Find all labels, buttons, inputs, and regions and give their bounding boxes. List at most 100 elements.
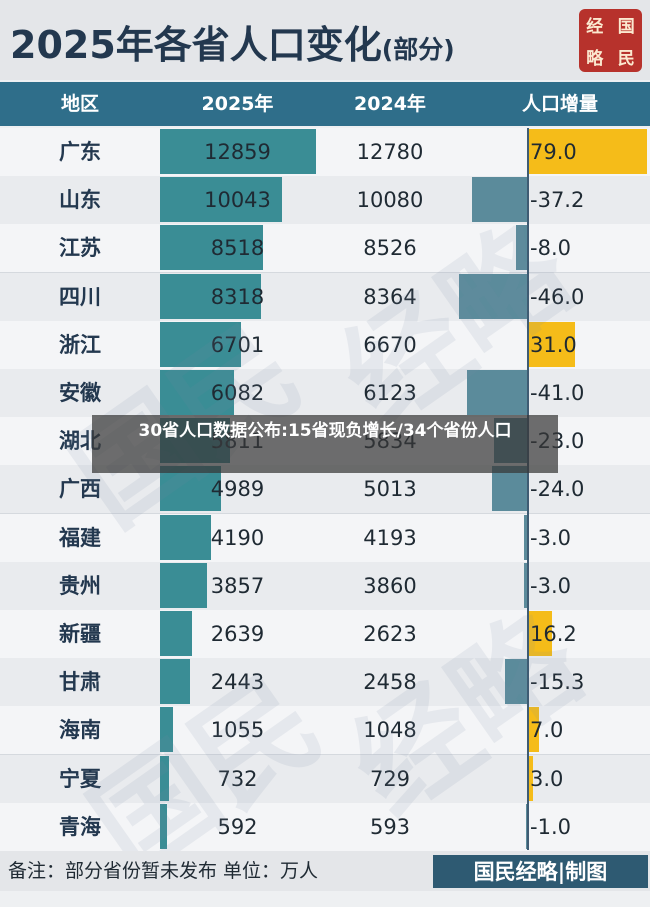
region-label: 四川 [59,284,101,309]
bar-2025 [160,755,169,801]
value-2025: 2639 [210,622,265,646]
table-row: 江苏 8518 8526 -8.0 [0,224,650,274]
bar-2025 [160,659,190,705]
seal-char: 略 [586,48,604,69]
delta-zero-axis [527,128,529,850]
delta-bar-positive [528,707,539,753]
delta-value: 3.0 [530,766,564,791]
bar-2025 [160,562,207,608]
delta-bar-negative [516,225,528,271]
value-2024: 6123 [363,381,417,405]
table-row: 甘肃 2443 2458 -15.3 [0,658,650,708]
delta-value: 79.0 [530,140,577,164]
delta-bar-positive [528,129,647,174]
value-2025: 12859 [204,140,271,164]
delta-value: -37.2 [530,188,585,213]
value-2025: 8318 [210,284,265,309]
header-2025: 2025年 [201,93,274,115]
header-2024: 2024年 [354,93,426,115]
table-row: 广东 12859 12780 79.0 [0,128,650,177]
value-2025: 592 [217,814,258,839]
value-2024: 8364 [363,284,417,309]
value-2025: 6082 [210,381,265,405]
value-2024: 5013 [363,477,417,502]
value-2024: 3860 [363,573,417,598]
title-band: 2025年各省人口变化(部分) 经 国 略 民 [0,0,650,80]
region-label: 海南 [59,718,101,743]
region-label: 贵州 [59,573,101,598]
delta-value: -24.0 [530,477,585,502]
delta-value: -8.0 [530,236,571,261]
bar-2025 [160,611,192,656]
brand-seal-logo: 经 国 略 民 [579,9,642,72]
value-2024: 593 [369,814,411,839]
value-2024: 729 [369,766,411,791]
bar-2025 [160,370,234,415]
value-2024: 10080 [356,188,424,213]
delta-bar-negative [492,466,528,512]
delta-bar-positive [528,611,553,656]
region-label: 浙江 [59,332,101,357]
bar-2025 [160,273,261,319]
value-2024: 12780 [356,140,424,164]
delta-value: 16.2 [530,622,577,646]
seal-char: 民 [617,48,635,69]
seal-char: 经 [586,17,604,38]
value-2025: 2443 [210,670,265,695]
delta-value: 31.0 [530,332,577,357]
delta-bar-negative [523,562,528,608]
value-2025: 4989 [210,477,265,502]
delta-bar-negative [472,177,528,223]
table-row: 安徽 6082 6123 -41.0 [0,369,650,418]
table-row: 四川 8318 8364 -46.0 [0,272,650,322]
region-label: 甘肃 [59,670,101,695]
value-2025: 4190 [210,525,265,550]
value-2024: 4193 [363,525,417,550]
value-2024: 6670 [363,332,417,357]
bar-2025 [160,514,211,560]
table-row: 贵州 3857 3860 -3.0 [0,561,650,611]
delta-value: 7.0 [530,718,564,743]
table-row: 山东 10043 10080 -37.2 [0,176,650,226]
title-suffix: (部分) [381,35,455,64]
region-label: 广东 [59,140,101,164]
value-2025: 3857 [210,573,265,598]
region-label: 青海 [59,814,101,839]
region-label: 广西 [59,477,101,502]
table-row: 广西 4989 5013 -24.0 [0,465,650,515]
delta-bar-negative [523,514,528,560]
region-label: 江苏 [59,236,101,261]
header-delta: 人口增量 [521,93,598,115]
delta-value: -46.0 [530,284,585,309]
region-label: 新疆 [59,622,101,646]
footer-brand: 国民经略|制图 [433,855,648,888]
delta-value: -3.0 [530,573,571,598]
table-row: 宁夏 732 729 3.0 [0,754,650,804]
header-region: 地区 [60,93,99,115]
bar-2025 [160,707,173,753]
value-2024: 2458 [363,670,417,695]
delta-value: -15.3 [530,670,585,695]
footer-note: 备注：部分省份暂未发布 单位：万人 [8,860,319,882]
bar-2025 [160,466,221,512]
delta-bar-positive [528,755,533,801]
delta-bar-negative [459,273,528,319]
delta-value: -41.0 [530,381,585,405]
value-2025: 1055 [210,718,265,743]
table-row: 福建 4190 4193 -3.0 [0,513,650,563]
table-row: 新疆 2639 2623 16.2 [0,610,650,659]
seal-char: 国 [617,17,635,38]
bar-2025 [160,129,316,174]
bar-2025 [160,321,242,367]
value-2025: 10043 [204,188,271,213]
value-2025: 732 [217,766,258,791]
headline-overlay: 30省人口数据公布:15省现负增长/34个省份人口 [92,415,558,473]
chart-title: 2025年各省人口变化(部分) [10,23,455,67]
value-2024: 8526 [363,236,417,261]
bar-2025 [160,177,282,223]
value-2025: 8518 [210,236,265,261]
region-label: 山东 [59,188,101,213]
region-label: 宁夏 [59,766,101,791]
table-row: 浙江 6701 6670 31.0 [0,320,650,370]
